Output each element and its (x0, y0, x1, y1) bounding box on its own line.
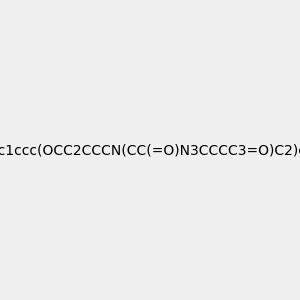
Text: COc1ccc(OCC2CCCN(CC(=O)N3CCCC3=O)C2)cc1: COc1ccc(OCC2CCCN(CC(=O)N3CCCC3=O)C2)cc1 (0, 143, 300, 157)
